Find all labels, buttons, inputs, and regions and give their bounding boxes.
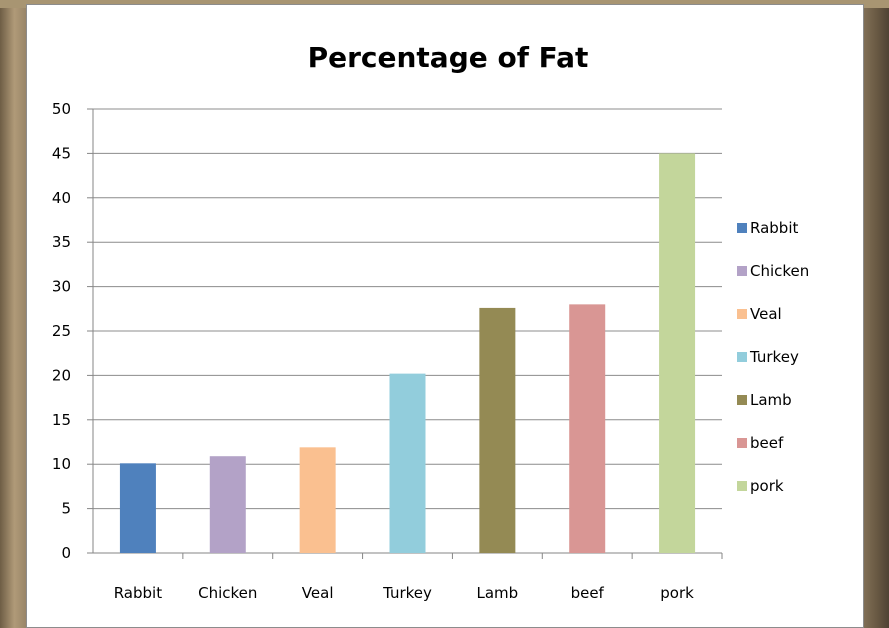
legend-swatch xyxy=(737,438,747,448)
legend-swatch xyxy=(737,352,747,362)
x-tick-label: pork xyxy=(660,584,694,602)
x-tick-label: Rabbit xyxy=(114,584,162,602)
bar-chicken xyxy=(209,456,246,553)
legend-label: Turkey xyxy=(749,348,799,366)
bar-rabbit xyxy=(119,463,156,553)
y-tick-label: 15 xyxy=(52,411,71,429)
bar-turkey xyxy=(389,373,426,553)
bar-pork xyxy=(659,153,696,553)
y-tick-label: 40 xyxy=(52,189,71,207)
chart-title: Percentage of Fat xyxy=(308,41,589,74)
y-tick-label: 10 xyxy=(52,455,71,473)
x-axis-labels: Rabbit Chicken Veal Turkey Lamb beef pork xyxy=(114,553,723,602)
legend-label: Rabbit xyxy=(750,219,798,237)
legend-swatch xyxy=(737,481,747,491)
x-tick-label: beef xyxy=(571,584,605,602)
legend-swatch xyxy=(737,395,747,405)
y-axis-ticks: 0 5 10 15 20 25 30 35 40 45 50 xyxy=(52,100,94,562)
y-tick-label: 20 xyxy=(52,366,71,384)
x-tick-label: Chicken xyxy=(198,584,257,602)
y-tick-label: 45 xyxy=(52,144,71,162)
bar-beef xyxy=(569,304,606,553)
y-tick-label: 50 xyxy=(52,100,71,118)
x-tick-label: Lamb xyxy=(477,584,519,602)
bars xyxy=(119,153,696,553)
legend-label: Lamb xyxy=(750,391,792,409)
chart-area xyxy=(26,4,864,628)
y-tick-label: 35 xyxy=(52,233,71,251)
y-tick-label: 30 xyxy=(52,278,71,296)
legend: Rabbit Chicken Veal Turkey Lamb beef pork xyxy=(737,219,809,495)
x-tick-label: Veal xyxy=(302,584,334,602)
x-tick-label: Turkey xyxy=(382,584,432,602)
legend-label: beef xyxy=(750,434,784,452)
legend-label: pork xyxy=(750,477,784,495)
legend-label: Chicken xyxy=(750,262,809,280)
bar-veal xyxy=(299,447,336,553)
y-tick-label: 0 xyxy=(61,544,71,562)
y-tick-label: 5 xyxy=(61,500,71,518)
legend-swatch xyxy=(737,309,747,319)
y-tick-label: 25 xyxy=(52,322,71,340)
bar-lamb xyxy=(479,307,516,553)
legend-swatch xyxy=(737,223,747,233)
legend-swatch xyxy=(737,266,747,276)
legend-label: Veal xyxy=(750,305,782,323)
